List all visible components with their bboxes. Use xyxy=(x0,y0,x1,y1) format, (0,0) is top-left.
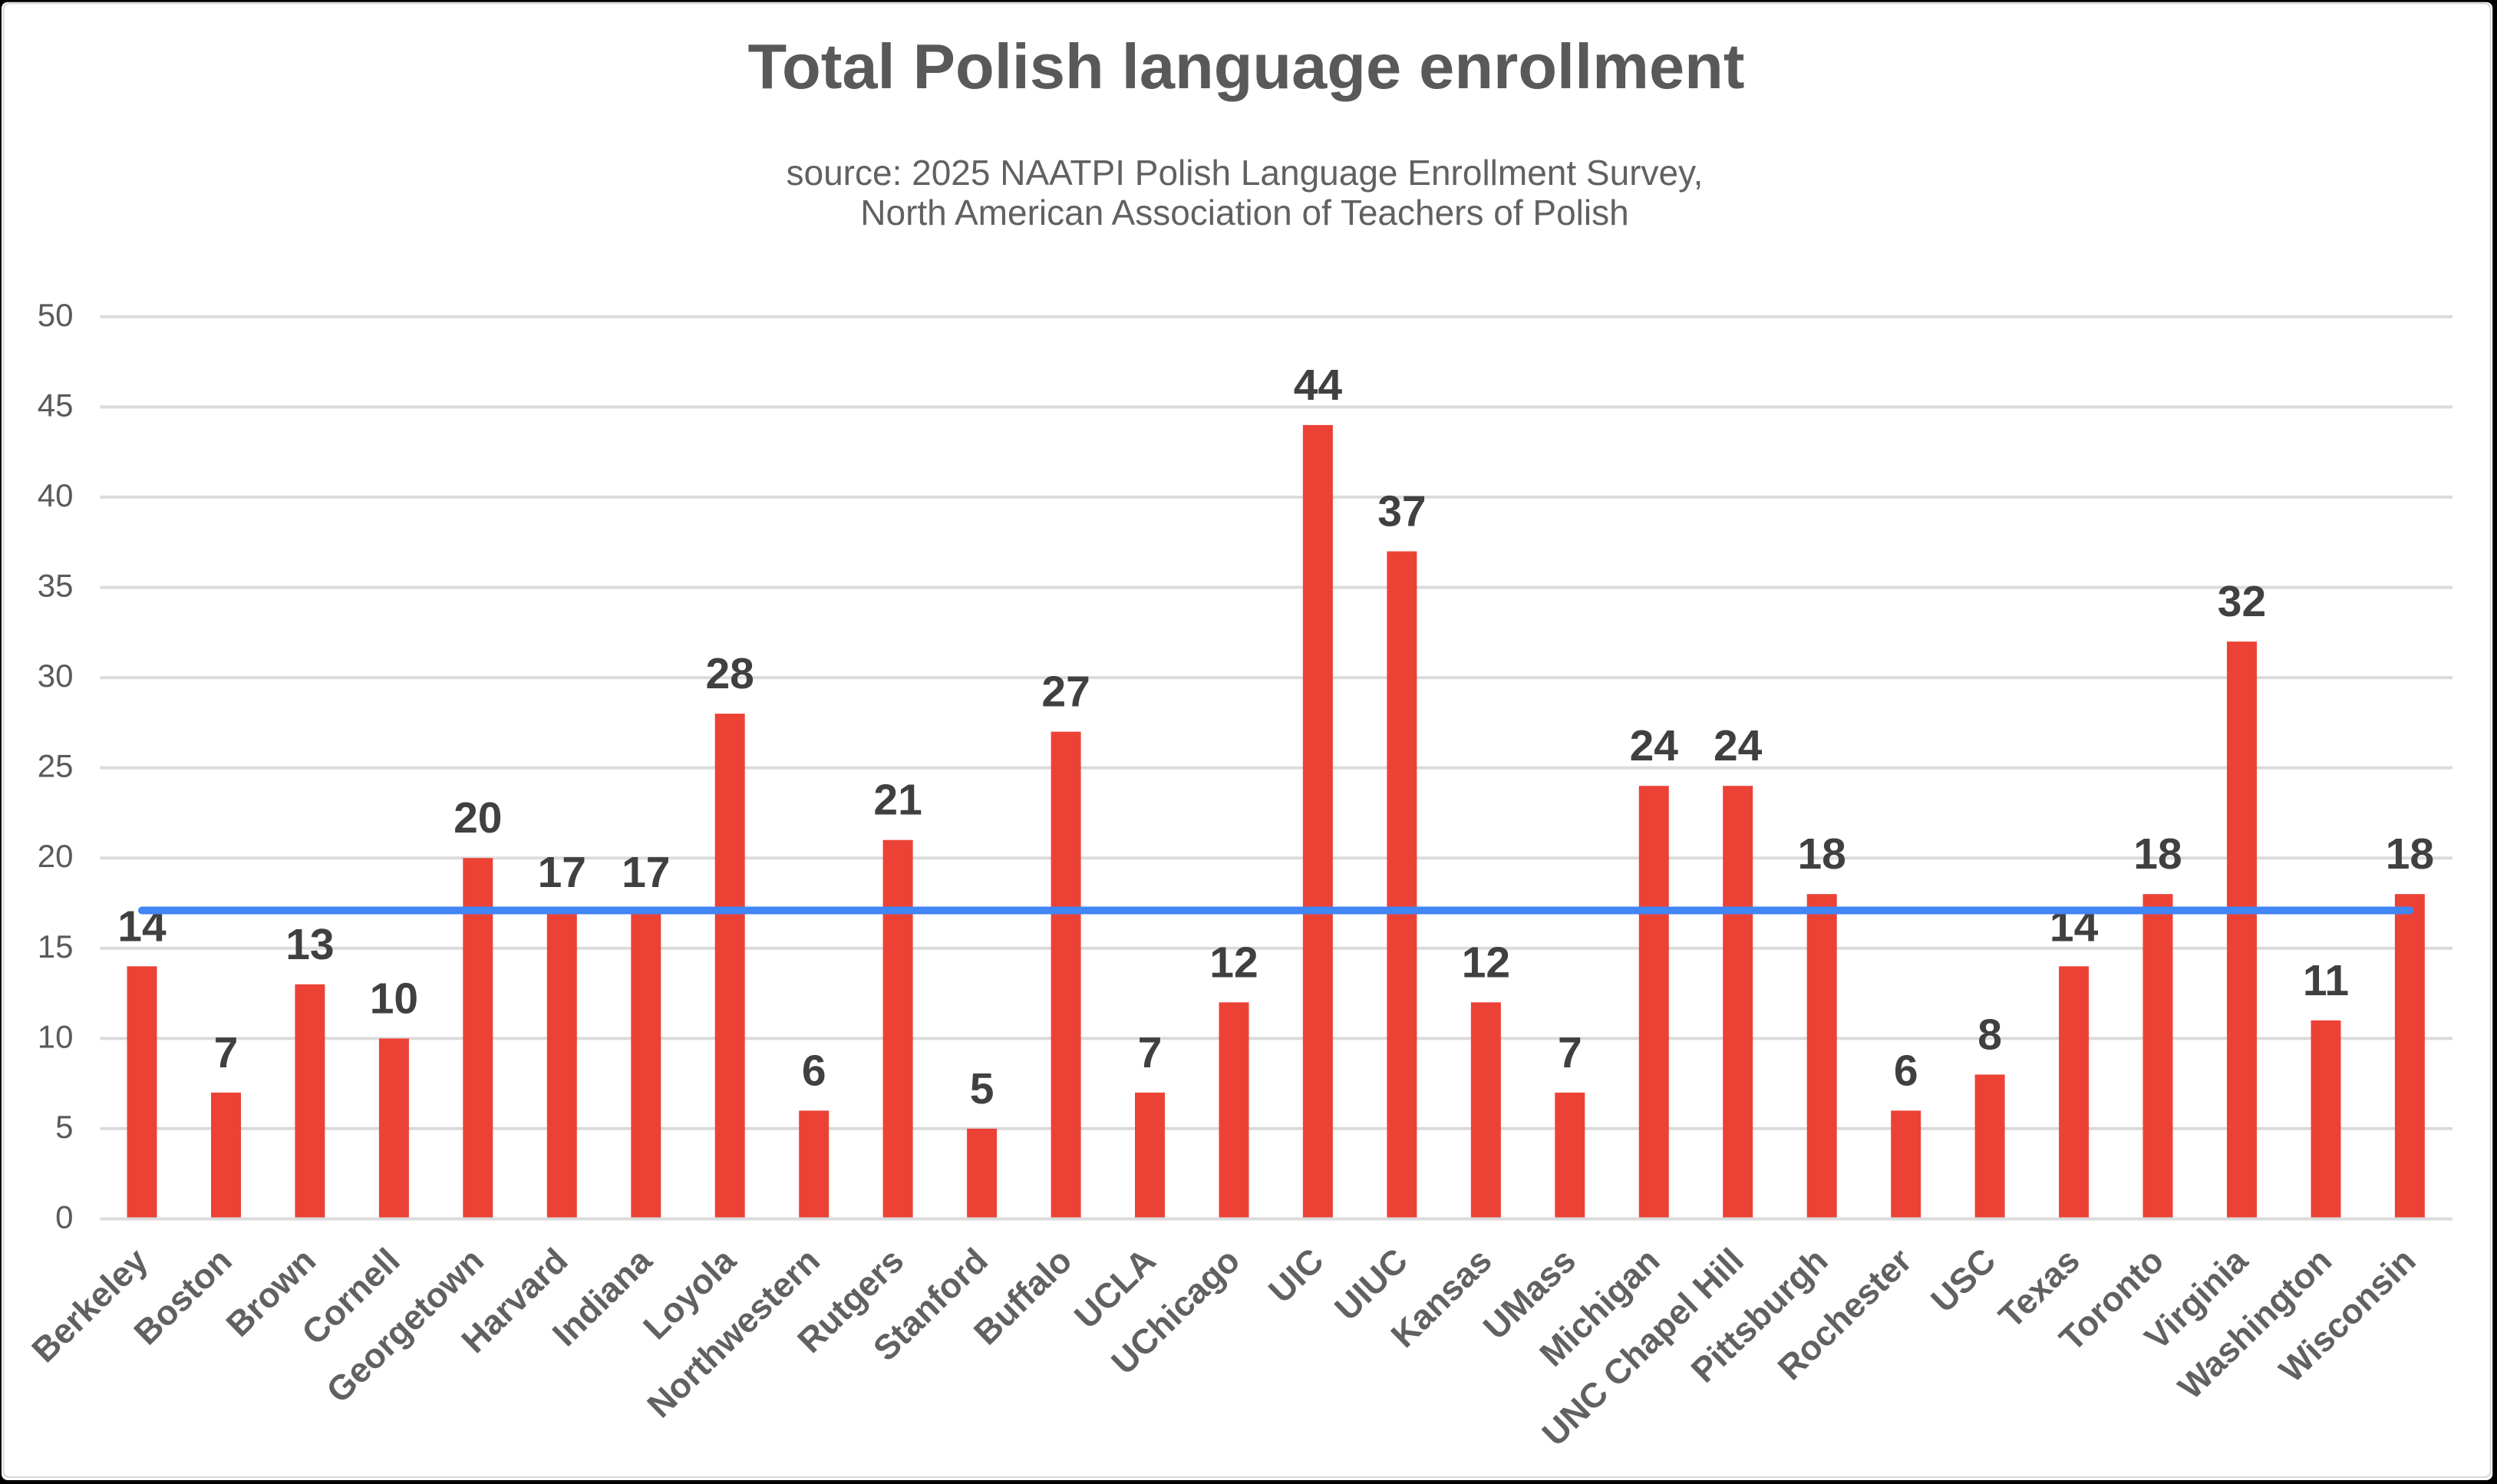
svg-text:10: 10 xyxy=(38,1018,74,1054)
svg-text:0: 0 xyxy=(55,1199,73,1235)
svg-text:35: 35 xyxy=(38,568,74,604)
svg-text:45: 45 xyxy=(38,387,74,423)
svg-text:7: 7 xyxy=(214,1028,239,1077)
svg-text:21: 21 xyxy=(873,776,922,825)
svg-text:44: 44 xyxy=(1294,361,1343,410)
svg-text:8: 8 xyxy=(1977,1010,2002,1059)
svg-text:50: 50 xyxy=(38,297,74,333)
svg-text:7: 7 xyxy=(1138,1028,1163,1077)
svg-text:40: 40 xyxy=(38,477,74,513)
svg-text:30: 30 xyxy=(38,658,74,694)
svg-text:7: 7 xyxy=(1558,1028,1582,1077)
svg-text:12: 12 xyxy=(1209,938,1258,987)
svg-text:Total Polish language enrollme: Total Polish language enrollment xyxy=(748,31,1745,102)
svg-text:24: 24 xyxy=(1630,721,1679,770)
svg-text:32: 32 xyxy=(2218,577,2266,626)
svg-text:5: 5 xyxy=(970,1064,995,1113)
svg-text:18: 18 xyxy=(1797,829,1846,879)
svg-text:15: 15 xyxy=(38,928,74,965)
svg-text:10: 10 xyxy=(370,974,418,1023)
svg-text:20: 20 xyxy=(38,838,74,874)
svg-text:13: 13 xyxy=(285,920,334,969)
svg-text:6: 6 xyxy=(802,1046,826,1095)
svg-text:17: 17 xyxy=(538,848,586,897)
svg-text:18: 18 xyxy=(2386,829,2434,879)
svg-text:17: 17 xyxy=(622,848,670,897)
svg-text:North American Association of: North American Association of Teachers o… xyxy=(860,193,1628,232)
svg-text:28: 28 xyxy=(705,649,754,698)
svg-text:18: 18 xyxy=(2133,829,2182,879)
svg-text:20: 20 xyxy=(454,793,502,843)
svg-text:source: 2025 NAATPI Polish Lan: source: 2025 NAATPI Polish Language Enro… xyxy=(787,153,1704,193)
svg-text:11: 11 xyxy=(2303,956,2349,1005)
svg-text:25: 25 xyxy=(38,748,74,784)
svg-text:12: 12 xyxy=(1462,938,1510,987)
svg-text:27: 27 xyxy=(1041,668,1090,717)
svg-text:37: 37 xyxy=(1377,487,1426,536)
svg-text:24: 24 xyxy=(1714,721,1763,770)
svg-text:6: 6 xyxy=(1894,1046,1918,1095)
svg-text:5: 5 xyxy=(55,1109,73,1145)
